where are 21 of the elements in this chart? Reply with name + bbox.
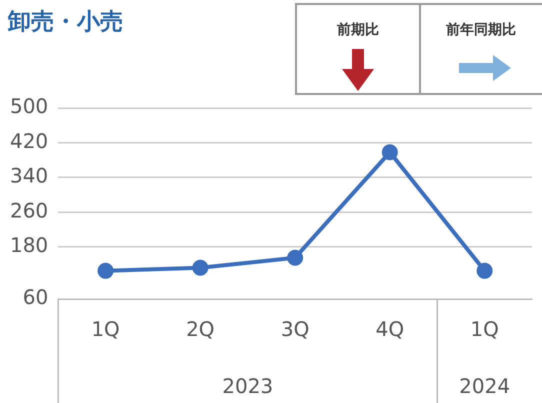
text: 前年同期比 [445, 21, 517, 39]
x-tick-label: 2Q [186, 317, 215, 342]
point [476, 262, 493, 279]
x-tick-label: 3Q [280, 317, 310, 342]
y-tick-label: 60 [22, 285, 48, 310]
y-tick-label: 180 [10, 233, 48, 258]
text: 2023 [222, 374, 274, 398]
x-tick-label: 1Q [470, 317, 499, 342]
text: 前期比 [336, 21, 380, 39]
y-tick-label: 500 [10, 94, 48, 118]
point [287, 250, 304, 266]
x-tick-label: 1Q [91, 317, 120, 342]
chart-title: 卸売・小売 [8, 8, 123, 37]
y-tick-label: 260 [10, 198, 48, 222]
x-tick-label: 4Q [376, 317, 404, 342]
point [382, 144, 398, 160]
y-tick-label: 420 [10, 128, 48, 153]
text: 2024 [459, 374, 510, 398]
y-tick-label: 340 [10, 164, 48, 188]
point [98, 262, 114, 279]
point [192, 260, 208, 276]
